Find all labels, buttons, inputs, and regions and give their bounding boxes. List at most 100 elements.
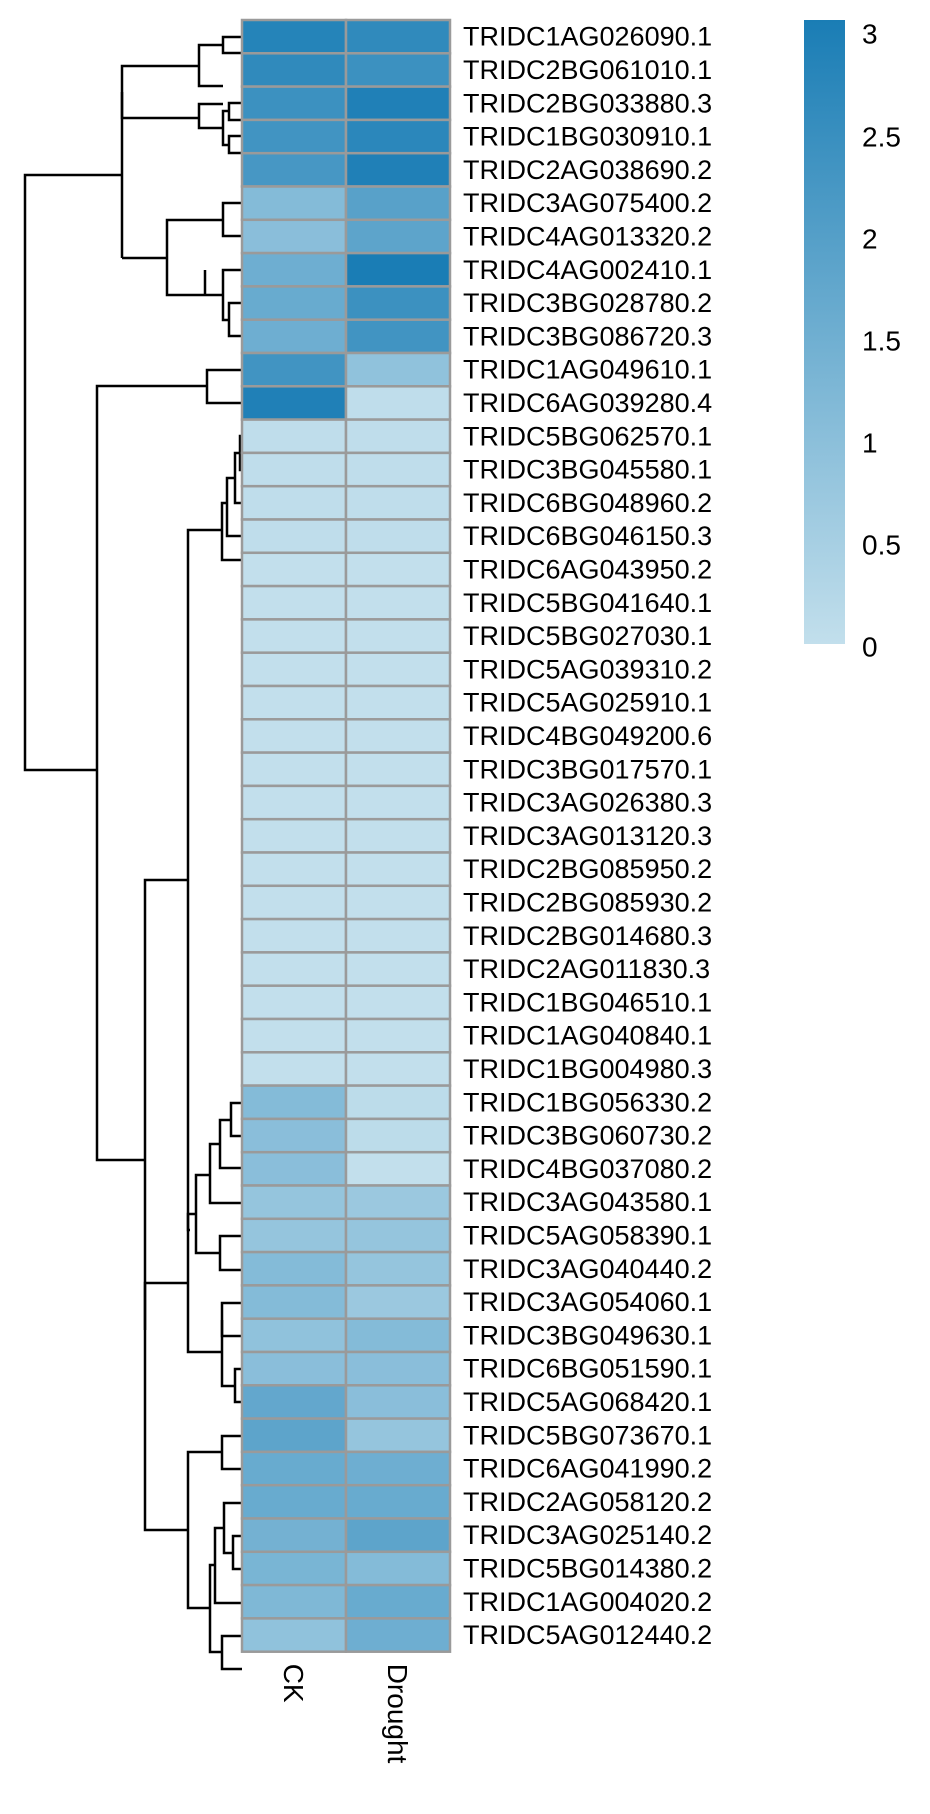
heatmap-cell [344,1051,452,1087]
row-label: TRIDC3AG026380.3 [463,788,712,818]
heatmap-cell [344,85,452,122]
row-label: TRIDC3BG045580.1 [463,455,712,485]
legend-tick-label: 1 [862,428,878,459]
heatmap-cell [344,484,452,521]
heatmap-cell [240,451,348,488]
heatmap-cell [240,851,348,888]
dendrogram-branch [213,1526,242,1605]
heatmap-cell [240,1417,348,1454]
legend-tick-label: 2 [862,224,878,255]
heatmap-cell [344,1017,452,1054]
dendrogram-branch [220,501,242,562]
row-label: TRIDC5BG014380.2 [463,1553,712,1583]
dendrogram-branch [218,1234,242,1272]
row-label: TRIDC4AG002410.1 [463,255,712,285]
heatmap-cell [344,1617,452,1653]
heatmap-cell [240,618,348,654]
heatmap-cell [240,984,348,1021]
heatmap-cell [240,1017,348,1054]
row-label: TRIDC5AG039310.2 [463,654,712,684]
heatmap-cell [240,584,348,621]
dendrogram-branch [227,101,242,122]
heatmap-cell [344,185,452,222]
heatmap-cell [344,751,452,788]
heatmap-cell [240,118,348,155]
heatmap-cell [344,1150,452,1187]
row-label: TRIDC2AG038690.2 [463,155,712,185]
row-label: TRIDC1AG004020.2 [463,1587,712,1617]
heatmap-cell [344,251,452,288]
row-label: TRIDC1BG004980.3 [463,1054,712,1084]
heatmap-cell [240,718,348,754]
row-label: TRIDC2AG011830.3 [463,954,710,984]
row-label: TRIDC4BG037080.2 [463,1154,712,1184]
row-label: TRIDC6AG043950.2 [463,554,712,584]
heatmap-cell [344,1583,452,1620]
dendrogram-branch [95,384,207,1162]
dendrogram-branch [197,43,223,88]
row-label: TRIDC1AG026090.1 [463,22,712,52]
dendrogram-branch [220,1634,242,1671]
dendrogram-branch [205,368,242,405]
row-label: TRIDC5AG025910.1 [463,688,712,718]
row-label: TRIDC2BG014680.3 [463,921,712,951]
dendrogram-branch [229,1101,242,1138]
row-labels: TRIDC1AG026090.1TRIDC2BG061010.1TRIDC2BG… [463,22,712,1650]
heatmap-cell [240,751,348,788]
heatmap-cell [344,1384,452,1420]
row-label: TRIDC3BG017570.1 [463,754,712,784]
heatmap-cell [344,1284,452,1320]
row-label: TRIDC3AG043580.1 [463,1187,712,1217]
row-label: TRIDC3AG054060.1 [463,1287,712,1317]
row-label: TRIDC3BG060730.2 [463,1121,712,1151]
heatmap-cell [240,951,348,987]
row-label: TRIDC2BG033880.3 [463,88,712,118]
heatmap-cell [240,285,348,321]
heatmap-cell [240,1384,348,1420]
heatmap-cells [240,18,452,1653]
column-label: CK [278,1664,309,1703]
row-label: TRIDC6BG046150.3 [463,521,712,551]
dendrogram-branch [227,134,242,155]
dendrogram-branch [221,201,242,238]
dendrogram-branch [225,476,242,538]
legend-color-bar [804,20,845,644]
row-dendrogram [23,35,242,1671]
row-label: TRIDC3AG075400.2 [463,188,712,218]
dendrogram-branch [208,1142,242,1205]
heatmap-cell [344,784,452,821]
heatmap-cell [240,1517,348,1554]
dendrogram-branch [23,173,122,772]
heatmap-cell [240,1117,348,1154]
heatmap-cell [344,385,452,421]
heatmap-cell [240,1550,348,1587]
heatmap-cell [344,851,452,888]
dendrogram-branch [221,268,242,322]
row-label: TRIDC4AG013320.2 [463,221,712,251]
row-label: TRIDC1AG049610.1 [463,355,712,385]
row-label: TRIDC4BG049200.6 [463,721,712,751]
heatmap-cell [240,418,348,455]
heatmap-cell [344,984,452,1021]
heatmap-cell [240,484,348,521]
heatmap-cell [344,618,452,654]
heatmap-cell [344,1250,452,1287]
heatmap-cell [344,651,452,688]
dendrogram-branch [231,1534,242,1571]
row-label: TRIDC6AG041990.2 [463,1454,712,1484]
heatmap-cell [344,1084,452,1121]
heatmap-cell [240,684,348,721]
row-label: TRIDC3AG013120.3 [463,821,712,851]
row-label: TRIDC3BG086720.3 [463,321,712,351]
heatmap-cell [240,1284,348,1320]
row-label: TRIDC5BG062570.1 [463,421,712,451]
heatmap-cell [344,884,452,921]
row-label: TRIDC2AG058120.2 [463,1487,712,1517]
heatmap-cell [240,52,348,88]
heatmap-cell [240,218,348,255]
row-label: TRIDC5BG073670.1 [463,1420,712,1450]
heatmap-cell [344,817,452,854]
column-label: Drought [382,1664,413,1764]
row-label: TRIDC5AG058390.1 [463,1220,712,1250]
heatmap-cell [344,318,452,355]
